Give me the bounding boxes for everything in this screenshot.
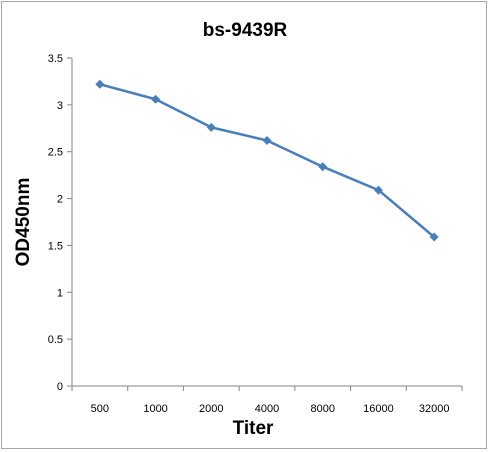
chart-title: bs-9439R (203, 20, 288, 41)
y-tick-label: 1.5 (48, 240, 63, 252)
y-tick-label: 2.5 (48, 147, 63, 159)
x-tick-label: 2000 (199, 403, 223, 415)
data-point (95, 79, 105, 89)
x-tick-label: 32000 (419, 403, 450, 415)
y-tick-label: 3 (57, 100, 63, 112)
data-point (151, 94, 161, 104)
data-point (373, 185, 383, 195)
y-tick-label: 2 (57, 194, 63, 206)
data-point (262, 135, 272, 145)
data-point (429, 232, 439, 242)
x-axis-title: Titer (233, 418, 274, 439)
y-axis-title: OD450nm (13, 178, 34, 267)
data-point (206, 122, 216, 132)
series-line (99, 83, 435, 238)
y-tick-label: 1 (57, 287, 63, 299)
x-tick-label: 500 (91, 403, 109, 415)
x-tick-label: 1000 (143, 403, 167, 415)
x-tick-label: 16000 (363, 403, 394, 415)
x-tick-label: 8000 (310, 403, 334, 415)
y-tick-label: 0 (57, 381, 63, 393)
y-tick-label: 3.5 (48, 53, 63, 65)
x-tick-label: 4000 (255, 403, 279, 415)
data-point (318, 162, 328, 172)
y-tick-label: 0.5 (48, 334, 63, 346)
